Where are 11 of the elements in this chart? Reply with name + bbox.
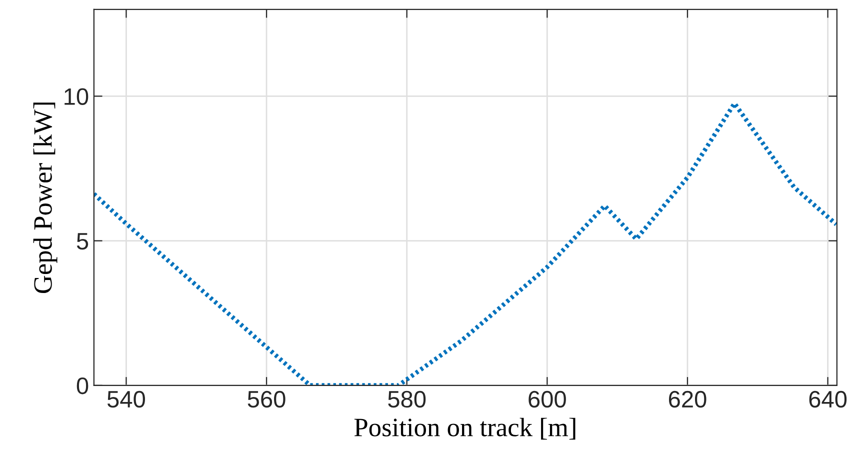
x-tick-label: 540 xyxy=(107,390,145,408)
x-axis-title: Position on track [m] xyxy=(354,418,576,440)
x-tick-label: 560 xyxy=(248,390,286,408)
y-tick-label: 10 xyxy=(64,88,88,105)
y-tick-label: 0 xyxy=(76,377,88,394)
y-axis-title: Gepd Power [kW] xyxy=(33,102,58,294)
x-tick-label: 600 xyxy=(528,390,566,408)
y-tick-label: 5 xyxy=(76,233,88,250)
x-tick-label: 620 xyxy=(668,390,706,408)
x-tick-label: 580 xyxy=(388,390,426,408)
x-tick-label: 640 xyxy=(809,390,847,408)
